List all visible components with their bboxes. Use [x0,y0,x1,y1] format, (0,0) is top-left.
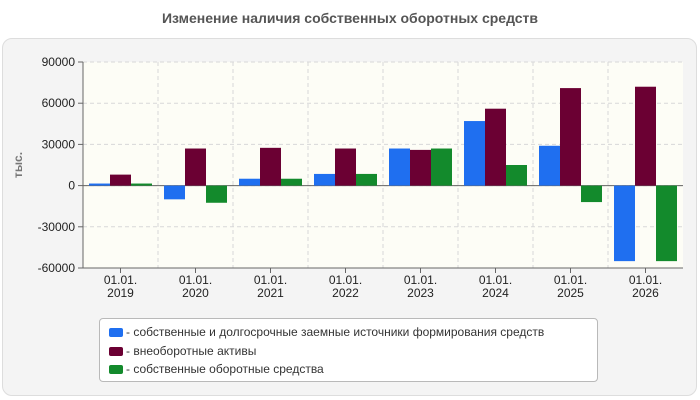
bar-series-3 [131,183,152,186]
chart-title: Изменение наличия собственных оборотных … [161,10,539,26]
y-tick-label: 90000 [42,55,76,69]
bar-series-1 [614,185,635,262]
bar-series-2 [335,148,356,186]
bar-series-3 [431,148,452,186]
x-tick-label-line: 2019 [107,286,134,300]
x-tick-label-line: 2021 [257,286,284,300]
x-tick-label: 01.01. 2023 [404,273,437,300]
x-tick-label-line: 01.01. [404,273,437,287]
legend: - собственные и долгосрочные заемные ист… [99,318,598,382]
x-tick-label-line: 01.01. [329,273,362,287]
legend-swatch [109,346,123,356]
bar-series-1 [464,121,485,186]
y-tick-label: -60000 [38,261,76,275]
legend-label: - собственные оборотные средства [126,362,324,376]
legend-label: - внеоборотные активы [126,344,257,358]
x-tick-label-line: 01.01. [179,273,212,287]
y-axis-title: тыс. [11,152,25,178]
x-tick-label: 01.01. 2020 [179,273,212,300]
bar-series-1 [314,173,335,186]
x-tick-label-line: 2025 [557,286,584,300]
y-tick-label: -30000 [38,220,76,234]
x-tick-label: 01.01. 2019 [104,273,137,300]
y-tick-label: 60000 [42,96,76,110]
x-tick-label-line: 01.01. [554,273,587,287]
bar-series-2 [185,148,206,186]
x-tick-label: 01.01. 2021 [254,273,287,300]
bar-series-1 [539,145,560,186]
legend-item-sources[interactable]: - собственные и долгосрочные заемные ист… [109,323,544,341]
bar-series-1 [239,178,260,186]
x-tick-label-line: 2023 [407,286,434,300]
bar-series-1 [164,185,185,200]
bar-series-1 [389,148,410,186]
bar-series-3 [581,185,602,203]
x-tick-label-line: 01.01. [629,273,662,287]
bar-layer [89,86,677,262]
x-tick-label: 01.01. 2022 [329,273,362,300]
legend-label: - собственные и долгосрочные заемные ист… [126,325,545,339]
x-tick-label: 01.01. 2024 [479,273,512,300]
bar-series-2 [560,88,581,186]
legend-item-working-capital[interactable]: - собственные оборотные средства [109,360,324,378]
bar-series-3 [506,165,527,186]
legend-item-noncurrent-assets[interactable]: - внеоборотные активы [109,342,256,360]
legend-swatch [109,327,123,337]
x-tick-label-line: 01.01. [479,273,512,287]
x-tick-label-line: 2022 [332,286,359,300]
x-tick-label-line: 2026 [632,286,659,300]
grid-layer [83,61,683,269]
bar-series-1 [89,183,110,186]
bar-series-2 [110,174,131,186]
bar-series-2 [260,147,281,186]
bar-series-3 [206,185,227,203]
x-tick-label-line: 01.01. [254,273,287,287]
y-tick-label: 0 [68,179,75,193]
bar-series-3 [281,178,302,186]
x-tick-label-line: 01.01. [104,273,137,287]
bar-series-2 [635,86,656,186]
x-tick-label-line: 2020 [182,286,209,300]
bar-series-3 [356,173,377,186]
x-tick-label: 01.01. 2025 [554,273,587,300]
legend-swatch [109,364,123,374]
bar-series-2 [410,149,431,186]
bar-series-3 [656,185,677,262]
x-tick-label-line: 2024 [482,286,509,300]
x-tick-label: 01.01. 2026 [629,273,662,300]
y-tick-label: 30000 [42,137,76,151]
bar-series-2 [485,108,506,186]
